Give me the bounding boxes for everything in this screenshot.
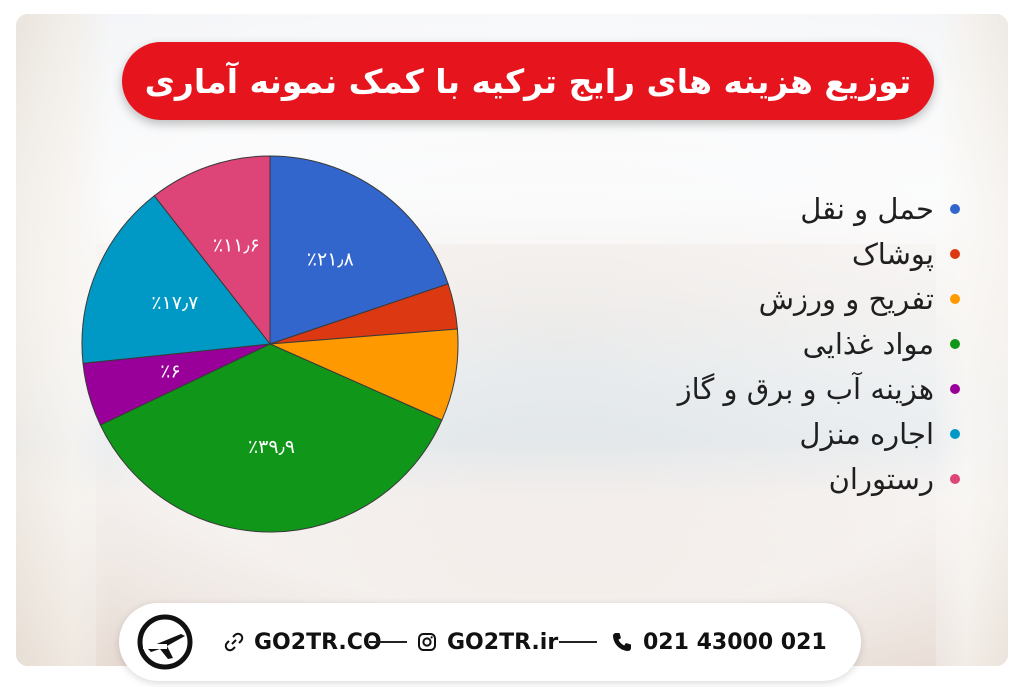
legend-dot-icon <box>950 338 960 349</box>
legend-item: تفریح و ورزش <box>640 276 960 321</box>
legend-item: اجاره منزل <box>640 411 960 456</box>
instagram-icon <box>418 633 436 651</box>
footer-separator <box>369 641 407 643</box>
legend-dot-icon <box>950 428 960 439</box>
instagram-item[interactable]: GO2TR.ir <box>417 603 558 681</box>
legend-label: اجاره منزل <box>799 416 934 451</box>
legend-label: مواد غذایی <box>802 326 934 361</box>
legend-dot-icon <box>950 293 960 304</box>
pie-slice <box>269 328 459 421</box>
legend-label: تفریح و ورزش <box>758 281 934 316</box>
title-banner: توزیع هزینه های رایج ترکیه با کمک نمونه … <box>122 42 934 120</box>
legend-item: حمل و نقل <box>640 186 960 231</box>
legend-item: مواد غذایی <box>640 321 960 366</box>
instagram-text: GO2TR.ir <box>447 629 559 655</box>
chart-title: توزیع هزینه های رایج ترکیه با کمک نمونه … <box>144 61 912 101</box>
legend-label: رستوران <box>828 461 934 496</box>
website-item[interactable]: GO2TR.CO <box>224 603 382 681</box>
legend-dot-icon <box>950 203 960 214</box>
website-text: GO2TR.CO <box>254 629 382 655</box>
pie-slice <box>269 155 449 345</box>
phone-icon <box>613 633 631 651</box>
contact-footer: GO2TR.CO GO2TR.ir 021 43000 021 <box>119 603 861 681</box>
slice-data-label: ٪۱۷٫۷ <box>151 292 198 314</box>
airplane-logo-icon <box>137 614 193 670</box>
legend-dot-icon <box>950 473 960 484</box>
legend-label: حمل و نقل <box>800 191 934 226</box>
phone-item[interactable]: 021 43000 021 <box>611 603 827 681</box>
pie-slice <box>81 195 271 364</box>
phone-text: 021 43000 021 <box>643 629 827 655</box>
footer-separator <box>559 641 597 643</box>
legend-item: رستوران <box>640 456 960 501</box>
link-icon <box>224 632 244 652</box>
legend-item: پوشاک <box>640 231 960 276</box>
legend-dot-icon <box>950 383 960 394</box>
legend-item: هزینه آب و برق و گاز <box>640 366 960 411</box>
legend-label: پوشاک <box>851 236 934 271</box>
slice-data-label: ٪۱۱٫۶ <box>213 235 260 257</box>
legend-dot-icon <box>950 248 960 259</box>
slice-data-label: ٪۶ <box>160 360 180 382</box>
slice-data-label: ٪۳۹٫۹ <box>248 436 295 458</box>
pie-slice <box>99 343 443 533</box>
slice-data-label: ٪۲۱٫۸ <box>307 249 354 271</box>
chart-legend: حمل و نقل پوشاک تفریح و ورزش مواد غذایی هزین… <box>640 186 960 501</box>
pie-slice <box>153 155 271 346</box>
legend-label: هزینه آب و برق و گاز <box>677 371 934 406</box>
